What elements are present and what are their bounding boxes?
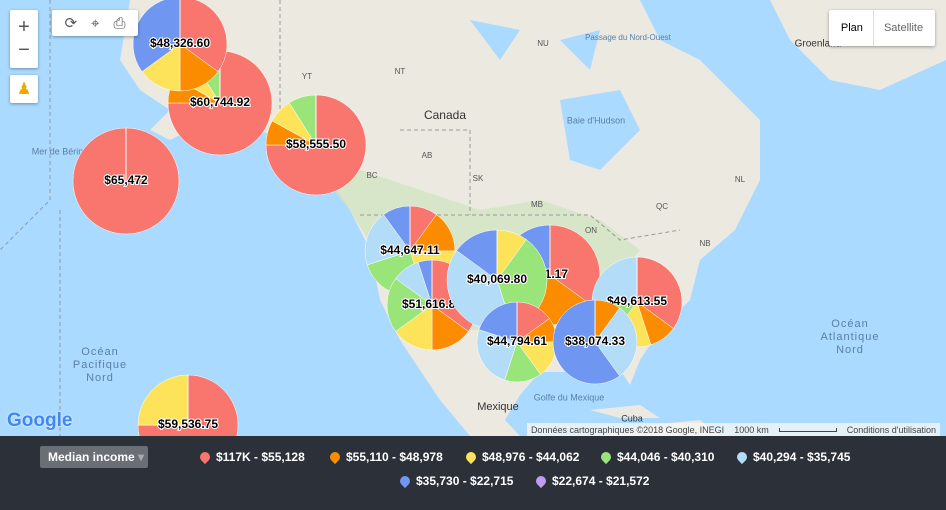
map-label: Baie d'Hudson [567, 115, 625, 125]
pie[interactable]: $65,472 [72, 127, 180, 235]
legend-label: $44,046 - $40,310 [617, 450, 715, 464]
pie-label: $44,647.11 [380, 243, 440, 257]
map-label: Cuba [621, 413, 643, 423]
pie-label: $58,555.50 [286, 137, 346, 151]
pie[interactable]: $38,074.33 [552, 299, 638, 385]
map-label: Océan Pacifique Nord [73, 346, 127, 384]
pie-slice [591, 256, 638, 303]
map-label: Groenland [795, 39, 842, 50]
legend-label: $55,110 - $48,978 [346, 450, 443, 464]
pie[interactable]: $48,326.60 [132, 0, 228, 92]
map-label: YT [302, 72, 312, 81]
pie-label: $65,472 [104, 173, 148, 187]
pie-slice [137, 374, 189, 426]
pie-slice [476, 329, 518, 381]
street-view[interactable]: ♟ [10, 75, 38, 103]
map-label: SK [473, 174, 484, 183]
legend-item[interactable]: $55,110 - $48,978 [327, 449, 443, 465]
legend-item[interactable]: $48,976 - $44,062 [463, 449, 580, 465]
pie-slice [478, 301, 518, 343]
map-label: ON [585, 226, 597, 235]
legend-bar: Median income ▾ $117K - $55,128 $55,110 -… [0, 436, 946, 510]
map-label: NT [395, 67, 406, 76]
legend-label: $40,294 - $35,745 [753, 450, 851, 464]
map-label: BC [366, 171, 377, 180]
legend-marker [327, 449, 343, 465]
selector-text: Median income [48, 450, 135, 464]
toolbar: ⟳ ⌖ ⎙ [52, 10, 138, 36]
legend-item[interactable]: $40,294 - $35,745 [734, 449, 851, 465]
pie-slice [265, 94, 367, 196]
scale-bar [778, 427, 837, 432]
legend-marker [397, 473, 413, 489]
legend-item[interactable]: $22,674 - $21,572 [533, 473, 650, 489]
pie-slice [552, 299, 621, 385]
map-label: MB [531, 200, 543, 209]
pie-slice [364, 214, 411, 266]
print-button[interactable]: ⎙ [113, 14, 126, 32]
pie[interactable]: $44,794.61 [476, 301, 558, 383]
google-logo: Google [7, 410, 73, 431]
legend-marker [734, 449, 750, 465]
legend-item[interactable]: $117K - $55,128 [197, 449, 305, 465]
legend-item[interactable]: $35,730 - $22,715 [397, 473, 514, 489]
water [470, 20, 640, 170]
pie-label: $48,326.60 [150, 36, 210, 50]
pie-label: $44,794.61 [487, 334, 547, 348]
pie-slice [137, 374, 239, 436]
map-type-plan[interactable]: Plan [840, 22, 863, 34]
map-label: Golfe du Mexique [534, 392, 605, 402]
map-label: NB [699, 239, 710, 248]
pie-slice [132, 0, 181, 72]
map-label: Canada [424, 108, 466, 122]
map-label: QC [656, 202, 668, 211]
pie-label: $51,616.87 [402, 297, 462, 311]
map-label: Mer de Béring [32, 146, 89, 156]
pie-slice [636, 256, 683, 329]
map-label: Mexique [477, 401, 519, 413]
map-label: NL [735, 175, 746, 184]
map-data: Données cartographiques ©2018 Google, IN… [530, 424, 725, 435]
pie-label: $40,069.80 [467, 272, 527, 286]
zoom-in[interactable]: + [18, 16, 30, 38]
legend-marker [533, 473, 549, 489]
legend-label: $117K - $55,128 [216, 450, 305, 464]
legend-marker [598, 449, 614, 465]
pie-slice [386, 278, 433, 332]
map-label: AB [422, 151, 433, 160]
legend-label: $35,730 - $22,715 [416, 474, 514, 488]
map-label: Passage du Nord-Ouest [585, 33, 672, 42]
zoom-control: + − [10, 10, 38, 68]
measure-selector[interactable]: Median income ▾ [40, 446, 148, 468]
pie-label: $59,536.75 [158, 417, 218, 431]
scale: 1000 km [734, 424, 769, 435]
pie-slice [594, 307, 638, 377]
map[interactable]: Canada Mexique Océan Pacifique Nord Océan Atla… [0, 0, 946, 436]
pie-slice [179, 0, 228, 72]
pie-slice [167, 50, 273, 156]
legend-label: $48,976 - $44,062 [482, 450, 580, 464]
map-label: NU [537, 39, 549, 48]
pie[interactable]: $58,555.50 [265, 94, 367, 196]
map-label: Océan Atlantique Nord [821, 318, 880, 356]
zoom-out[interactable]: − [18, 39, 30, 61]
legend-label: $22,674 - $21,572 [552, 474, 650, 488]
pie-label: $60,744.92 [190, 95, 250, 109]
map-type-control: Plan Satellite [829, 10, 935, 46]
legend-item[interactable]: $44,046 - $40,310 [598, 449, 715, 465]
border [0, 0, 681, 436]
locate-button[interactable]: ⌖ [91, 14, 100, 32]
map-type-satellite[interactable]: Satellite [872, 10, 933, 46]
pie[interactable]: $59,536.75 [137, 374, 239, 436]
pie-label: $38,074.33 [565, 334, 625, 348]
legend-marker [463, 449, 479, 465]
terms-link[interactable]: Conditions d'utilisation [846, 424, 936, 435]
pie-label: $49,613.55 [607, 294, 667, 308]
legend-marker [197, 449, 213, 465]
attribution: Données cartographiques ©2018 Google, IN… [526, 423, 940, 436]
refresh-button[interactable]: ⟳ [64, 15, 78, 32]
